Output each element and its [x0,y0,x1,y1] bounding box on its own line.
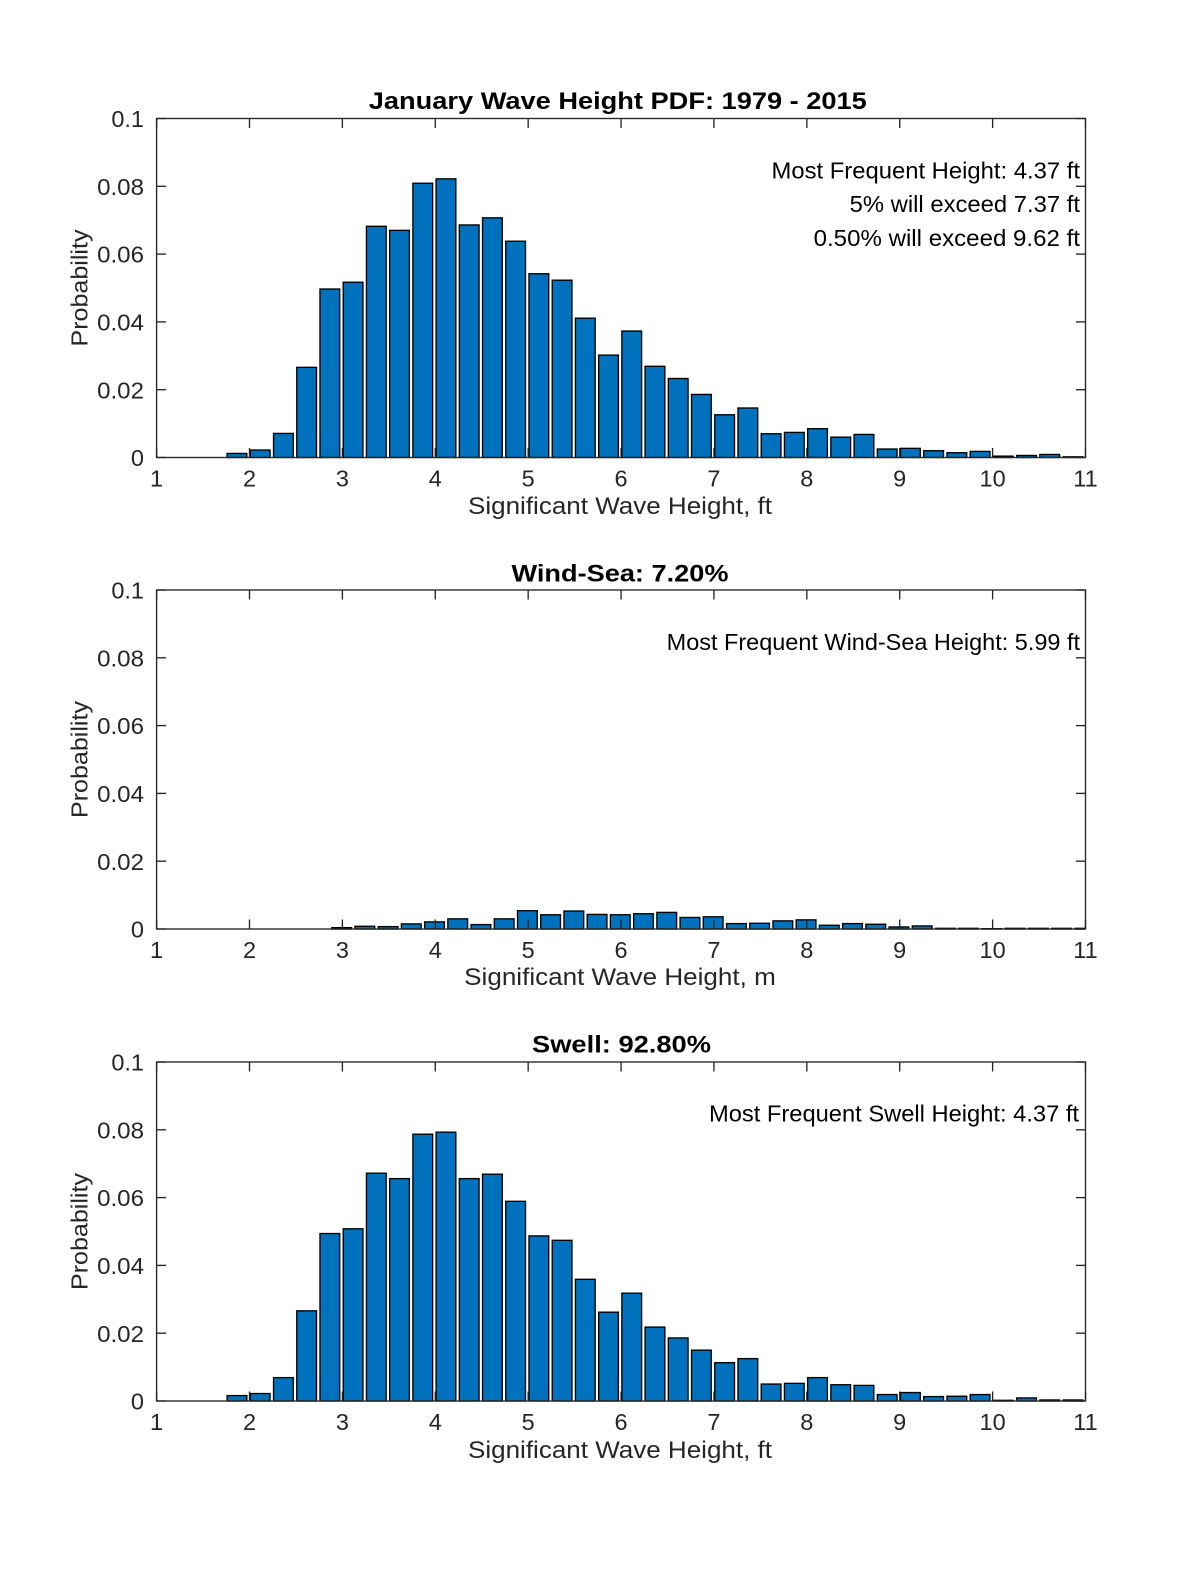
svg-text:9: 9 [893,1409,906,1435]
svg-text:0.04: 0.04 [97,1253,144,1279]
svg-text:2: 2 [243,937,256,963]
svg-text:Significant Wave Height, m: Significant Wave Height, m [464,964,776,991]
svg-text:5% will exceed 7.37 ft: 5% will exceed 7.37 ft [850,191,1081,217]
svg-text:Wind-Sea: 7.20%: Wind-Sea: 7.20% [512,560,729,587]
svg-text:9: 9 [893,466,906,492]
svg-text:5: 5 [522,466,535,492]
svg-text:11: 11 [1073,1409,1097,1435]
svg-text:0.06: 0.06 [97,713,144,739]
svg-text:10: 10 [980,1409,1006,1435]
svg-text:0.1: 0.1 [111,106,144,132]
svg-text:0.04: 0.04 [97,781,144,807]
svg-text:11: 11 [1073,937,1097,963]
svg-text:Probability: Probability [67,229,93,346]
svg-text:Most Frequent Wind-Sea Height:: Most Frequent Wind-Sea Height: 5.99 ft [667,629,1081,655]
svg-text:5: 5 [522,937,535,963]
svg-text:Probability: Probability [67,1173,93,1290]
svg-text:6: 6 [615,1409,628,1435]
svg-text:0.50% will exceed 9.62 ft: 0.50% will exceed 9.62 ft [814,225,1081,251]
svg-text:1: 1 [150,937,163,963]
svg-text:7: 7 [707,1409,720,1435]
svg-text:0.06: 0.06 [97,242,144,268]
svg-text:8: 8 [800,937,813,963]
svg-text:0.08: 0.08 [97,1117,144,1143]
svg-text:3: 3 [336,1409,349,1435]
svg-text:3: 3 [336,466,349,492]
svg-text:0.08: 0.08 [97,645,144,671]
svg-text:0.06: 0.06 [97,1185,144,1211]
svg-text:0.1: 0.1 [111,1050,144,1076]
svg-text:1: 1 [150,466,163,492]
svg-text:0.02: 0.02 [97,1321,144,1347]
svg-text:10: 10 [980,937,1006,963]
svg-text:0: 0 [131,445,144,471]
svg-text:0: 0 [131,917,144,943]
svg-text:Swell: 92.80%: Swell: 92.80% [532,1032,711,1059]
svg-text:9: 9 [893,937,906,963]
svg-text:7: 7 [707,466,720,492]
svg-text:4: 4 [429,466,442,492]
svg-text:8: 8 [800,466,813,492]
svg-text:10: 10 [980,466,1006,492]
svg-text:2: 2 [243,1409,256,1435]
svg-text:7: 7 [707,937,720,963]
svg-text:5: 5 [522,1409,535,1435]
svg-text:Significant Wave Height, ft: Significant Wave Height, ft [468,493,772,520]
svg-text:4: 4 [429,1409,442,1435]
svg-text:11: 11 [1073,466,1097,492]
svg-text:6: 6 [615,466,628,492]
svg-text:0.02: 0.02 [97,377,144,403]
svg-text:1: 1 [150,1409,163,1435]
svg-text:2: 2 [243,466,256,492]
svg-text:0.08: 0.08 [97,174,144,200]
svg-text:January Wave Height PDF: 1979: January Wave Height PDF: 1979 - 2015 [369,88,867,115]
svg-text:8: 8 [800,1409,813,1435]
svg-text:Most Frequent Height: 4.37 ft: Most Frequent Height: 4.37 ft [772,158,1081,184]
svg-text:Significant Wave Height, ft: Significant Wave Height, ft [468,1437,772,1464]
svg-text:3: 3 [336,937,349,963]
svg-text:Most Frequent Swell Height: 4.: Most Frequent Swell Height: 4.37 ft [709,1100,1080,1126]
svg-text:0.02: 0.02 [97,849,144,875]
svg-text:0.1: 0.1 [111,578,144,604]
svg-text:0.04: 0.04 [97,310,144,336]
svg-text:4: 4 [429,937,442,963]
svg-text:0: 0 [131,1389,144,1415]
svg-text:6: 6 [615,937,628,963]
svg-text:Probability: Probability [67,701,93,818]
